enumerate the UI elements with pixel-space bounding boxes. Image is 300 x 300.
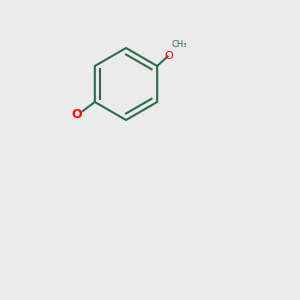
Text: O: O	[71, 107, 82, 121]
Text: CH₃: CH₃	[172, 40, 188, 49]
Text: O: O	[165, 50, 174, 61]
